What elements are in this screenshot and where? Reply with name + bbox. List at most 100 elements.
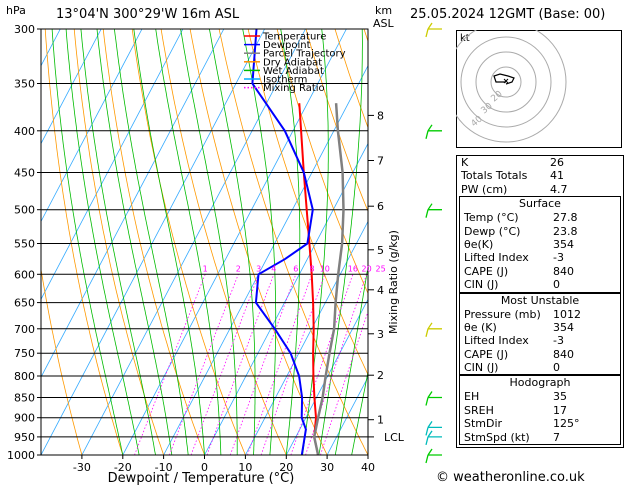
surface-row: Lifted Index -3 xyxy=(460,251,620,264)
surface-value: 354 xyxy=(553,237,574,251)
temperature-tick-label: -20 xyxy=(114,461,132,474)
wet-adiabat-line xyxy=(367,453,368,455)
mu-key: Lifted Index xyxy=(464,334,529,348)
pressure-tick-label: 800 xyxy=(14,370,35,383)
pressure-tick-label: 950 xyxy=(14,431,35,444)
dry-adiabat-line xyxy=(102,29,205,455)
pressure-tick-label: 850 xyxy=(14,392,35,405)
mu-row: θe (K) 354 xyxy=(460,321,620,334)
surface-key: Lifted Index xyxy=(464,251,529,265)
mu-value: 354 xyxy=(553,320,574,334)
hodo-value: 125° xyxy=(553,417,580,431)
hodograph-box: Hodograph EH 35 SREH 17 StmDir 125° StmSpd … xyxy=(459,375,621,446)
mu-key: Pressure (mb) xyxy=(464,307,541,321)
pressure-tick-label: 1000 xyxy=(7,449,35,462)
pressure-tick-label: 300 xyxy=(14,23,35,36)
mixing-ratio-line xyxy=(260,274,326,455)
mixing-ratio-label: 10 xyxy=(320,264,330,273)
hodo-key: StmSpd (kt) xyxy=(464,430,530,444)
mixing-ratio-label: 6 xyxy=(293,264,298,273)
surface-key: CIN (J) xyxy=(464,278,499,292)
wind-barb xyxy=(425,322,442,337)
surface-row: CAPE (J) 840 xyxy=(460,265,620,278)
index-row-tt: Totals Totals 41 xyxy=(457,169,623,182)
mu-value: 840 xyxy=(553,347,574,361)
dry-adiabat-line xyxy=(276,29,368,295)
pressure-tick-label: 450 xyxy=(14,167,35,180)
mu-value: 1012 xyxy=(553,307,581,321)
mixing-ratio-label: 20 xyxy=(362,264,372,273)
mu-value: -3 xyxy=(553,334,564,348)
index-value: 4.7 xyxy=(550,182,568,196)
temperature-tick-label: 10 xyxy=(238,461,252,474)
mixing-ratio-line xyxy=(247,274,313,455)
index-row-k: K 26 xyxy=(457,156,623,169)
wet-adiabat-line xyxy=(209,29,256,455)
mixing-ratio-line xyxy=(320,310,368,455)
pressure-tick-label: 600 xyxy=(14,268,35,281)
most-unstable-box: Most Unstable Pressure (mb) 1012 θe (K) 35… xyxy=(459,292,621,376)
mu-row: CAPE (J) 840 xyxy=(460,348,620,361)
most-unstable-title: Most Unstable xyxy=(500,293,580,307)
height-tick-label: 4 xyxy=(377,284,384,297)
pressure-tick-label: 500 xyxy=(14,204,35,217)
wet-adiabat-line xyxy=(155,29,222,455)
isotherm-line xyxy=(41,29,265,455)
hodo-row: EH 35 xyxy=(460,390,620,403)
hodo-key: SREH xyxy=(464,403,494,417)
dry-adiabat-line xyxy=(625,29,629,455)
lcl-label: LCL xyxy=(384,431,405,444)
height-tick-label: 5 xyxy=(377,244,384,257)
index-key: Totals Totals xyxy=(461,169,528,183)
surface-box: Surface Temp (°C) 27.8 Dewp (°C) 23.8 θe(K… xyxy=(459,196,621,293)
wind-barb xyxy=(425,203,442,218)
wet-adiabat-line xyxy=(351,370,368,455)
km-unit-label: km xyxy=(375,4,393,17)
datetime-label: 25.05.2024 12GMT (Base: 00) xyxy=(410,7,606,22)
surface-row: Dewp (°C) 23.8 xyxy=(460,225,620,238)
mixing-ratio-line xyxy=(229,274,297,455)
height-tick-label: 6 xyxy=(377,200,384,213)
height-tick-label: 3 xyxy=(377,328,384,341)
pressure-tick-label: 750 xyxy=(14,347,35,360)
mixing-ratio-line xyxy=(190,274,260,455)
surface-title: Surface xyxy=(519,197,561,211)
surface-key: CAPE (J) xyxy=(464,264,509,278)
hodo-value: 35 xyxy=(553,390,567,404)
wet-adiabat-line xyxy=(65,29,140,455)
mu-row: Lifted Index -3 xyxy=(460,334,620,347)
hodo-row: StmSpd (kt) 7 xyxy=(460,431,620,444)
series-dewpoint xyxy=(251,29,314,455)
wet-adiabat-line xyxy=(114,29,189,455)
isotherm-line xyxy=(41,29,102,145)
index-value: 26 xyxy=(550,156,564,169)
temperature-tick-label: 30 xyxy=(320,461,334,474)
hodo-key: StmDir xyxy=(464,417,503,431)
pressure-tick-label: 700 xyxy=(14,323,35,336)
surface-value: 27.8 xyxy=(553,211,578,225)
asl-label: ASL xyxy=(373,17,394,30)
hodo-value: 17 xyxy=(553,403,567,417)
legend-entry: Dry Adiabat xyxy=(263,57,322,68)
index-row-pw: PW (cm) 4.7 xyxy=(457,183,623,196)
surface-key: θe(K) xyxy=(464,237,494,251)
index-value: 41 xyxy=(550,169,564,183)
pressure-unit-label: hPa xyxy=(6,4,26,17)
pressure-tick-label: 350 xyxy=(14,78,35,91)
mixing-ratio-label: 16 xyxy=(348,264,358,273)
wind-barb xyxy=(425,22,442,38)
temperature-tick-label: 20 xyxy=(279,461,293,474)
wind-barb xyxy=(425,124,442,139)
surface-value: 23.8 xyxy=(553,224,578,238)
surface-row: θe(K) 354 xyxy=(460,238,620,251)
temperature-tick-label: -30 xyxy=(73,461,91,474)
mixing-ratio-label: 4 xyxy=(271,264,276,273)
isotherm-line xyxy=(245,220,368,455)
isotherm-line xyxy=(163,64,368,455)
mixing-ratio-label: 3 xyxy=(256,264,261,273)
pressure-tick-label: 650 xyxy=(14,297,35,310)
hodograph-title: Hodograph xyxy=(509,376,571,390)
wind-barb xyxy=(425,430,442,446)
surface-key: Dewp (°C) xyxy=(464,224,521,238)
hodograph-trace xyxy=(493,73,515,85)
